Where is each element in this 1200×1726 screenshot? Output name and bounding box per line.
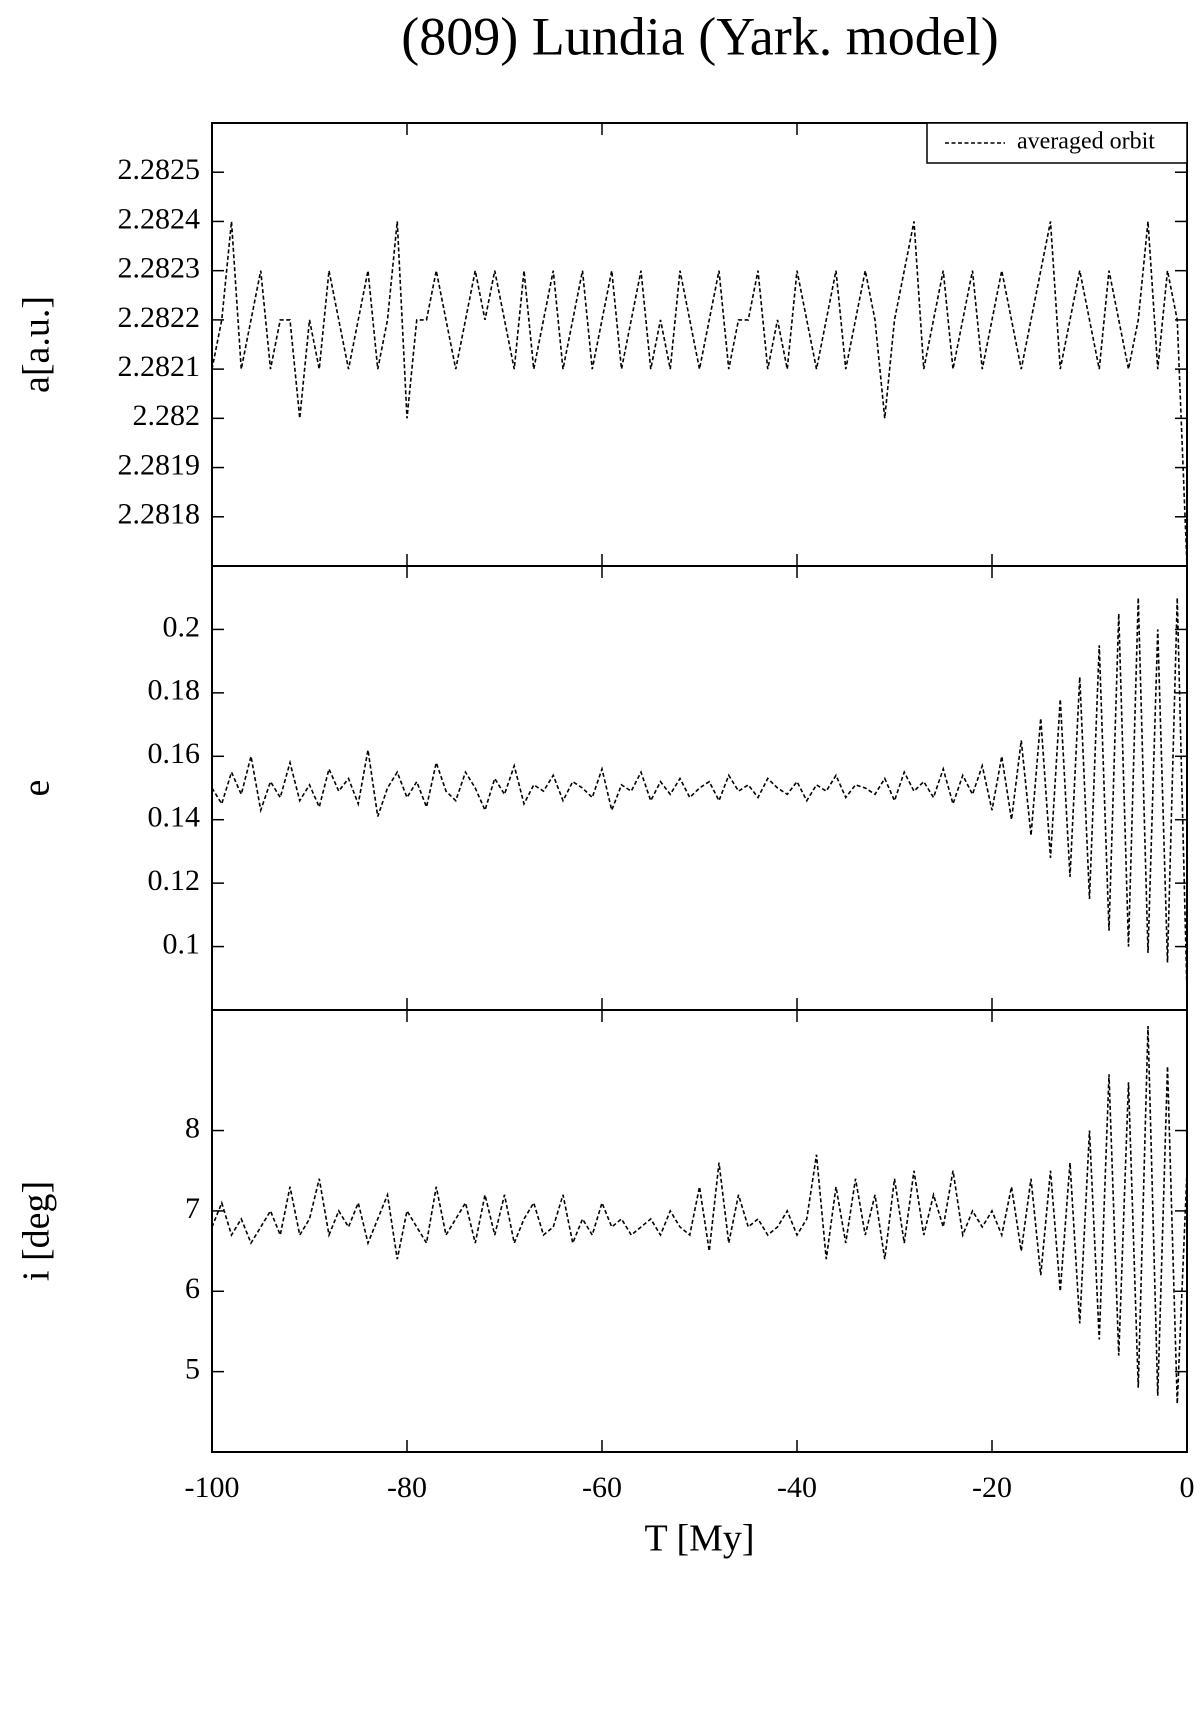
legend-box	[926, 122, 1188, 164]
chart-title: (809) Lundia (Yark. model)	[401, 6, 998, 66]
y-tick-label: 2.2822	[118, 301, 201, 334]
data-line	[211, 597, 1188, 995]
x-axis-label: T [My]	[644, 1518, 754, 1560]
y-tick-label: 0.2	[163, 610, 201, 643]
y-tick-label: 2.2823	[118, 252, 201, 285]
y-tick-label: 2.2819	[118, 448, 201, 481]
x-tick-label: -100	[185, 1471, 240, 1504]
data-line	[211, 221, 1188, 567]
x-tick-label: -20	[972, 1471, 1012, 1504]
y-tick-label: 7	[185, 1192, 200, 1225]
y-tick-label: 0.14	[148, 801, 201, 834]
y-tick-label: 0.12	[148, 864, 201, 897]
x-tick-label: 0	[1180, 1471, 1195, 1504]
y-tick-label: 0.16	[148, 737, 201, 770]
y-tick-label: 5	[185, 1353, 200, 1386]
y-axis-label: e	[16, 780, 58, 797]
y-tick-label: 0.1	[163, 927, 201, 960]
plot-frame	[211, 122, 1188, 567]
data-line	[211, 1026, 1188, 1404]
y-tick-label: 8	[185, 1111, 200, 1144]
y-axis-label: i [deg]	[16, 1181, 58, 1281]
y-tick-label: 2.282	[133, 399, 201, 432]
x-tick-label: -60	[582, 1471, 622, 1504]
y-tick-label: 2.2818	[118, 498, 201, 531]
y-axis-label: a[a.u.]	[16, 296, 58, 393]
y-tick-label: 2.2825	[118, 153, 201, 186]
x-tick-label: -40	[777, 1471, 817, 1504]
y-tick-label: 0.18	[148, 674, 201, 707]
plot-frame	[211, 565, 1188, 1011]
x-tick-label: -80	[387, 1471, 427, 1504]
y-tick-label: 6	[185, 1272, 200, 1305]
legend-label: averaged orbit	[1017, 129, 1155, 155]
y-tick-label: 2.2821	[118, 350, 201, 383]
y-tick-label: 2.2824	[118, 202, 201, 235]
plot-frame	[211, 1009, 1188, 1453]
